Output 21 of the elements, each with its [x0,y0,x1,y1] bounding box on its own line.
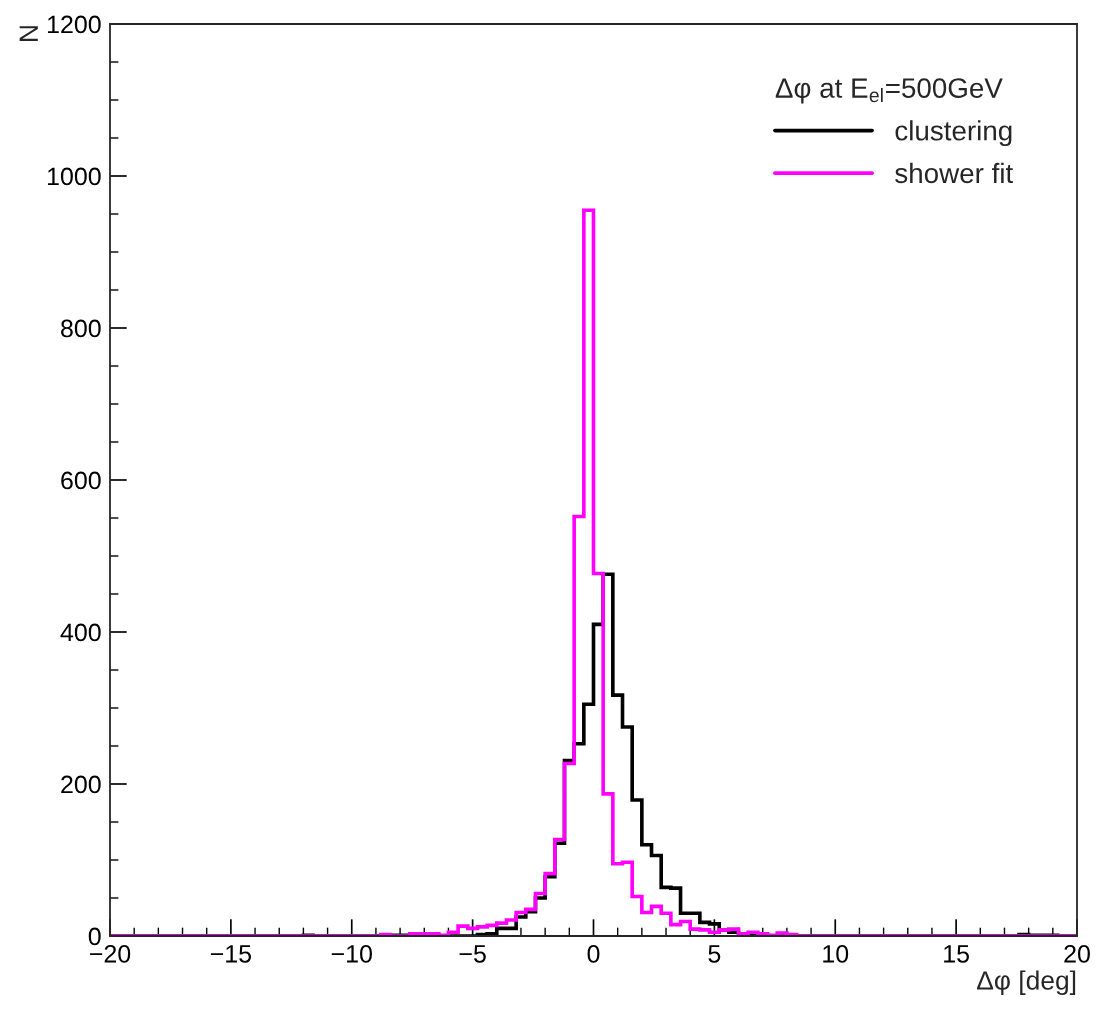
x-tick-label: −10 [331,944,372,963]
y-tick-label: 600 [61,471,101,490]
x-tick-label: 0 [587,944,600,963]
x-tick-label: 20 [1064,944,1090,963]
legend-label: clustering [895,120,1012,147]
x-tick-label: 10 [823,944,849,963]
x-axis-title: Δφ [deg] [977,970,1076,996]
y-tick-label: 800 [61,319,101,338]
y-tick-label: 1200 [47,15,101,34]
x-tick-label: −5 [459,945,486,963]
legend-label: shower fit [895,162,1013,184]
legend-title: Δφ at E$_{el}$=500GeV [775,78,1003,104]
y-tick-label: 400 [60,623,101,642]
x-tick-label: −20 [90,944,131,963]
y-tick-label: 1000 [47,167,101,186]
y-tick-label: 0 [88,927,101,946]
x-tick-label: −15 [210,945,252,963]
x-tick-label: 15 [944,945,969,963]
x-tick-label: 5 [708,945,721,963]
y-axis-title: N [19,26,38,41]
y-tick-label: 200 [61,775,101,794]
